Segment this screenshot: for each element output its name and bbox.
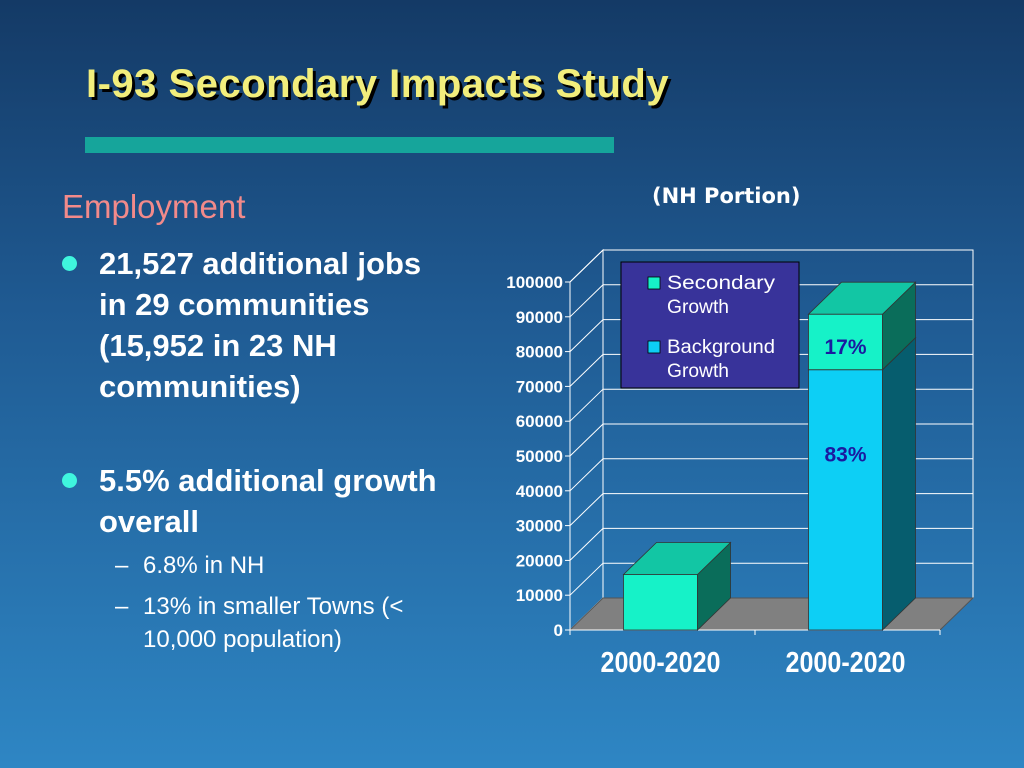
bar-segment-top	[622, 542, 732, 575]
sub-bullet-item: – 6.8% in NH	[115, 549, 445, 582]
y-tick-label: 0	[554, 621, 563, 640]
x-category-label: 2000-2020	[601, 647, 721, 679]
legend-swatch	[647, 340, 661, 354]
slide-title: I-93 Secondary Impacts Study	[86, 62, 670, 106]
y-tick-label: 80000	[516, 343, 563, 362]
legend-label: Growth	[667, 361, 729, 382]
y-tick-label: 90000	[516, 308, 563, 327]
legend-label: Growth	[667, 297, 729, 318]
bar-segment-side	[882, 336, 916, 631]
y-tick-label: 20000	[516, 551, 563, 570]
y-tick-label: 10000	[516, 586, 563, 605]
title-underline	[85, 137, 614, 153]
legend-label: Background	[667, 337, 775, 358]
bullet-dot-icon	[62, 256, 77, 271]
dash-icon: –	[115, 593, 129, 620]
legend-swatch	[647, 276, 661, 290]
gridline	[569, 249, 973, 283]
chart-subtitle: (NH Portion)	[652, 184, 801, 208]
legend-label: Secondary	[667, 273, 776, 294]
bar-segment-top	[807, 281, 917, 315]
y-tick-label: 60000	[516, 412, 563, 431]
y-tick-label: 30000	[516, 517, 563, 536]
bullet-text: 21,527 additional jobs in 29 communities…	[99, 246, 422, 404]
bullet-dot-icon	[62, 473, 77, 488]
employment-bar-chart: 0 10000 20000 30000 40000 50000 60000 70000 8000…	[506, 248, 975, 679]
bullet-item: 5.5% additional growth overall	[62, 460, 452, 542]
sub-bullet-item: – 13% in smaller Towns (< 10,000 populat…	[115, 590, 445, 656]
bar-segment-front	[808, 369, 883, 631]
bullet-item: 21,527 additional jobs in 29 communities…	[62, 243, 452, 407]
section-heading: Employment	[62, 188, 246, 225]
y-tick-label: 100000	[506, 273, 563, 292]
dash-icon: –	[115, 552, 129, 579]
bar-segment-front	[808, 313, 883, 371]
y-tick-label: 70000	[516, 377, 563, 396]
y-tick-label: 50000	[516, 447, 563, 466]
bullet-text: 5.5% additional growth overall	[99, 463, 437, 539]
sub-bullet-text: 6.8% in NH	[143, 552, 265, 579]
x-category-label: 2000-2020	[786, 647, 906, 679]
bar-segment-label: 17%	[824, 336, 866, 359]
sub-bullet-text: 13% in smaller Towns (< 10,000 populatio…	[143, 593, 404, 653]
bar-segment-label: 83%	[824, 444, 866, 467]
bar-segment-front	[623, 574, 698, 631]
y-tick-label: 40000	[516, 482, 563, 501]
